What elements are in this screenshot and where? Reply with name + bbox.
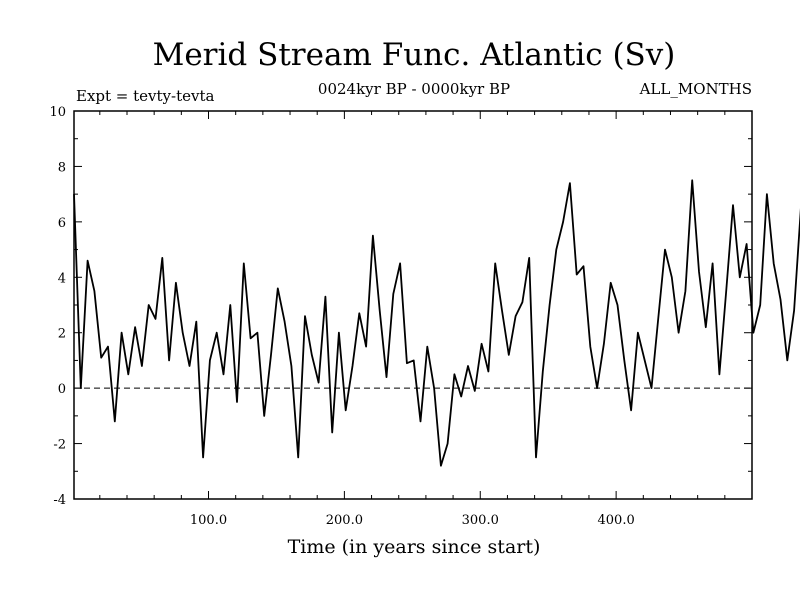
- x-tick-label: 100.0: [190, 513, 227, 528]
- series-line: [73, 179, 800, 467]
- y-tick-label: 8: [58, 160, 66, 175]
- experiment-label: Expt = tevty-tevta: [76, 87, 214, 105]
- y-axis: -4 -2 0 2 4 6 8 10: [49, 105, 752, 508]
- y-tick-label: -4: [53, 493, 66, 508]
- x-axis: 100.0 200.0 300.0 400.0: [99, 111, 726, 528]
- plot-frame: [73, 110, 753, 500]
- months-label: ALL_MONTHS: [639, 80, 752, 98]
- y-tick-label: 6: [58, 216, 66, 231]
- x-tick-label: 300.0: [462, 513, 499, 528]
- period-label: 0024kyr BP - 0000kyr BP: [318, 80, 510, 98]
- plot-area: [73, 110, 800, 500]
- x-tick-label: 400.0: [598, 513, 635, 528]
- x-tick-label: 200.0: [326, 513, 363, 528]
- y-tick-label: -2: [53, 438, 66, 453]
- chart-title: Merid Stream Func. Atlantic (Sv): [153, 37, 676, 73]
- x-axis-label: Time (in years since start): [288, 536, 541, 558]
- y-tick-label: 0: [58, 382, 66, 397]
- y-tick-label: 10: [49, 105, 66, 120]
- y-tick-label: 2: [58, 327, 66, 342]
- y-tick-label: 4: [58, 271, 66, 286]
